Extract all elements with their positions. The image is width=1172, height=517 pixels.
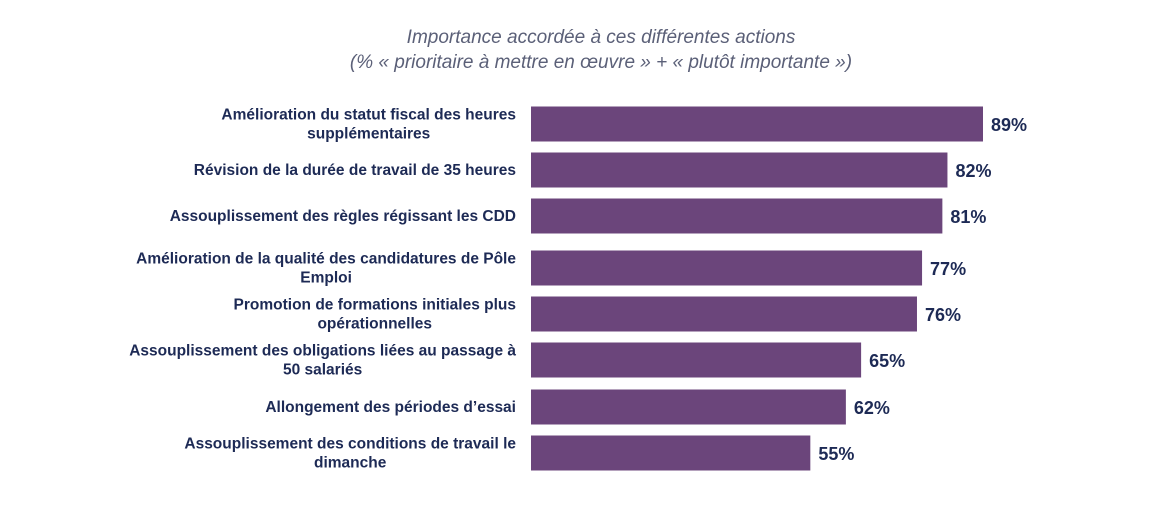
category-label-line: Assouplissement des règles régissant les… [170,208,516,225]
category-label-line: Assouplissement des obligations liées au… [129,343,516,360]
value-label: 65% [869,351,905,371]
bar [531,152,948,188]
value-label: 55% [818,444,854,464]
bar [531,106,983,142]
category-label-line: supplémentaires [307,126,430,143]
value-label: 89% [991,115,1027,135]
category-label-line: Assouplissement des conditions de travai… [184,436,516,453]
value-label: 81% [950,207,986,227]
chart-title-line-2: (% « prioritaire à mettre en œuvre » + «… [350,52,852,73]
value-labels: 89% 82% 81% 77% 76% 65% 62% 55% [818,115,1027,464]
bar [531,435,811,471]
category-label-line: 50 salariés [283,362,362,379]
bar [531,250,923,286]
category-labels: Amélioration du statut fiscal des heures… [129,107,516,472]
value-label: 77% [930,259,966,279]
category-label-line: opérationnelles [317,316,432,333]
category-label-line: Promotion de formations initiales plus [234,297,516,314]
category-label-line: Allongement des périodes d’essai [265,399,516,416]
bar [531,342,862,378]
chart-title: Importance accordée à ces différentes ac… [350,27,852,73]
value-label: 62% [854,398,890,418]
category-label-line: Amélioration de la qualité des candidatu… [136,251,516,268]
value-label: 82% [955,161,991,181]
category-label-line: Emploi [300,270,352,287]
category-label-line: dimanche [314,455,387,472]
bar [531,389,846,425]
chart-title-line-1: Importance accordée à ces différentes ac… [407,27,796,48]
bar [531,198,943,234]
value-label: 76% [925,305,961,325]
category-label-line: Révision de la durée de travail de 35 he… [194,162,516,179]
category-label-line: Amélioration du statut fiscal des heures [221,107,516,124]
bars-layer [531,106,983,471]
bar [531,296,917,332]
